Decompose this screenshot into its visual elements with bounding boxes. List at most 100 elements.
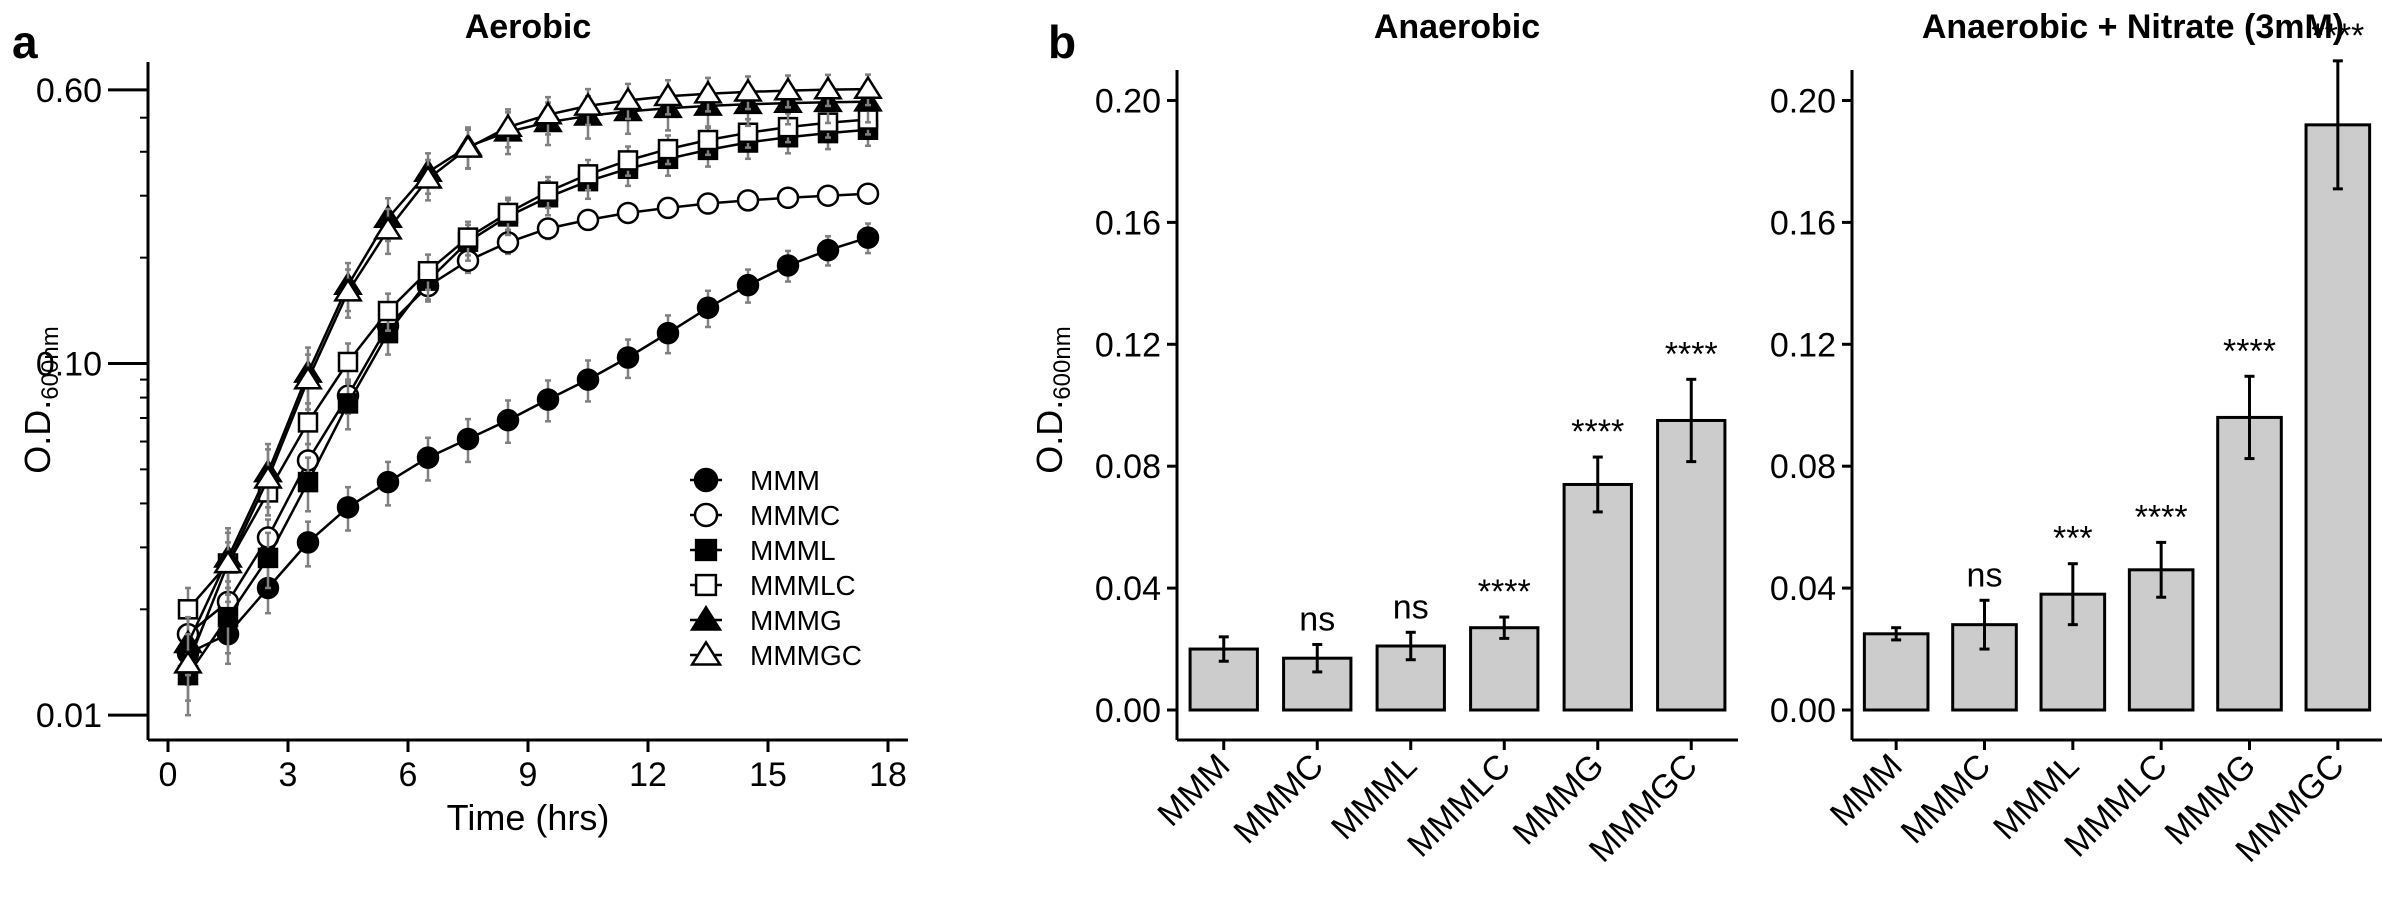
significance-label: ****: [2223, 332, 2276, 370]
significance-label: ****: [1665, 335, 1718, 373]
x-tick-label: MMMC: [1227, 747, 1331, 851]
anaerobic-bar-chart: 0.000.040.080.120.160.20MMMMMMCnsMMMLnsM…: [1095, 70, 1738, 870]
data-point: [656, 321, 680, 345]
bar: [2039, 592, 2107, 712]
bar: [1862, 632, 1930, 712]
y-tick-label: 0.16: [1095, 204, 1161, 242]
legend-item: MMMLC: [690, 570, 856, 601]
legend-label: MMMC: [750, 500, 840, 531]
legend-label: MMML: [750, 535, 836, 566]
significance-label: ****: [2135, 498, 2188, 536]
bar: [1562, 482, 1633, 712]
data-point: [576, 208, 600, 232]
data-point: [293, 365, 323, 390]
x-tick-label: MMM: [1150, 747, 1237, 834]
y-tick-label: 0.04: [1095, 570, 1161, 608]
x-tick-label: 12: [629, 756, 667, 794]
y-tick-label: 0.60: [36, 72, 102, 110]
data-point: [696, 192, 720, 215]
data-point: [776, 186, 800, 210]
series-mmmgc: [173, 73, 883, 702]
data-point: [376, 470, 400, 494]
bar: [1656, 418, 1727, 712]
data-point: [453, 134, 483, 158]
data-point: [377, 300, 399, 322]
legend-label: MMM: [750, 465, 820, 496]
data-point: [373, 215, 403, 240]
y-tick-label: 0.00: [1095, 692, 1161, 730]
bar: [1469, 626, 1540, 712]
series-line: [187, 192, 869, 636]
x-tick-label: 6: [399, 756, 418, 794]
data-point: [773, 76, 803, 101]
data-point: [213, 549, 243, 574]
y-tick-label: 0.12: [1095, 326, 1161, 364]
data-point: [457, 227, 479, 248]
data-point: [333, 277, 363, 302]
x-tick-label: MMMLC: [1400, 747, 1518, 865]
chart-title-nitrate: Anaerobic + Nitrate (3mM): [1922, 8, 2344, 46]
data-point: [617, 150, 639, 171]
x-tick-label: 15: [749, 756, 787, 794]
svg-text:O.D.600nm: O.D.600nm: [1029, 326, 1076, 473]
x-tick-label: 3: [279, 756, 298, 794]
data-point: [536, 388, 560, 411]
significance-label: ns: [1299, 600, 1335, 638]
data-point: [657, 138, 679, 160]
y-axis-label-main: O.D.: [1029, 400, 1070, 474]
anaerobic-nitrate-bar-chart: 0.000.040.080.120.160.20MMMMMMCnsMMML***…: [1770, 17, 2382, 870]
legend-label: MMMLC: [750, 570, 856, 601]
legend-label: MMMGC: [750, 640, 862, 671]
y-tick-label: 0.01: [36, 697, 102, 735]
legend-marker: [689, 605, 723, 631]
data-point: [337, 351, 359, 373]
data-point: [653, 82, 683, 107]
significance-label: ****: [1571, 413, 1624, 451]
y-tick-label: 0.10: [36, 346, 102, 384]
data-point: [297, 471, 319, 493]
y-tick-label: 0.12: [1770, 326, 1836, 364]
y-tick-label: 0.20: [1095, 82, 1161, 120]
data-point: [253, 464, 283, 489]
data-point: [577, 164, 599, 185]
data-point: [217, 606, 239, 628]
x-tick-label: 9: [519, 756, 538, 794]
data-point: [736, 189, 760, 212]
y-axis-label-subscript: 600nm: [1049, 326, 1076, 399]
data-point: [536, 217, 560, 240]
y-tick-label: 0.04: [1770, 570, 1836, 608]
panel-letter-b: b: [1048, 16, 1076, 68]
data-point: [296, 531, 320, 554]
significance-label: ns: [1967, 556, 2003, 594]
data-point: [776, 254, 800, 277]
legend-marker: [694, 538, 718, 562]
series-mmm: [176, 222, 880, 687]
data-point: [336, 496, 360, 519]
legend-item: MMMGC: [689, 640, 862, 671]
data-point: [813, 75, 843, 100]
data-point: [816, 238, 840, 262]
y-tick-label: 0.16: [1770, 204, 1836, 242]
y-axis-label-subscript: 600nm: [37, 326, 64, 399]
data-point: [733, 78, 763, 102]
legend-item: MMMC: [690, 500, 840, 531]
significance-label: ***: [2053, 520, 2093, 558]
legend-marker: [689, 640, 723, 666]
legend-label: MMMG: [750, 605, 842, 636]
data-point: [496, 408, 520, 432]
data-point: [856, 226, 880, 249]
legend-marker: [693, 502, 719, 528]
data-point: [613, 86, 643, 111]
legend-marker: [693, 467, 719, 493]
y-axis-label-aerobic: O.D.600nm: [17, 326, 64, 473]
chart-title-anaerobic: Anaerobic: [1374, 8, 1540, 46]
y-tick-label: 0.08: [1095, 448, 1161, 486]
significance-label: ****: [1478, 573, 1531, 611]
legend-item: MMM: [690, 465, 820, 496]
y-tick-label: 0.00: [1770, 692, 1836, 730]
data-point: [493, 113, 523, 138]
data-point: [656, 196, 680, 220]
data-point: [416, 446, 440, 469]
bar: [2216, 415, 2283, 712]
